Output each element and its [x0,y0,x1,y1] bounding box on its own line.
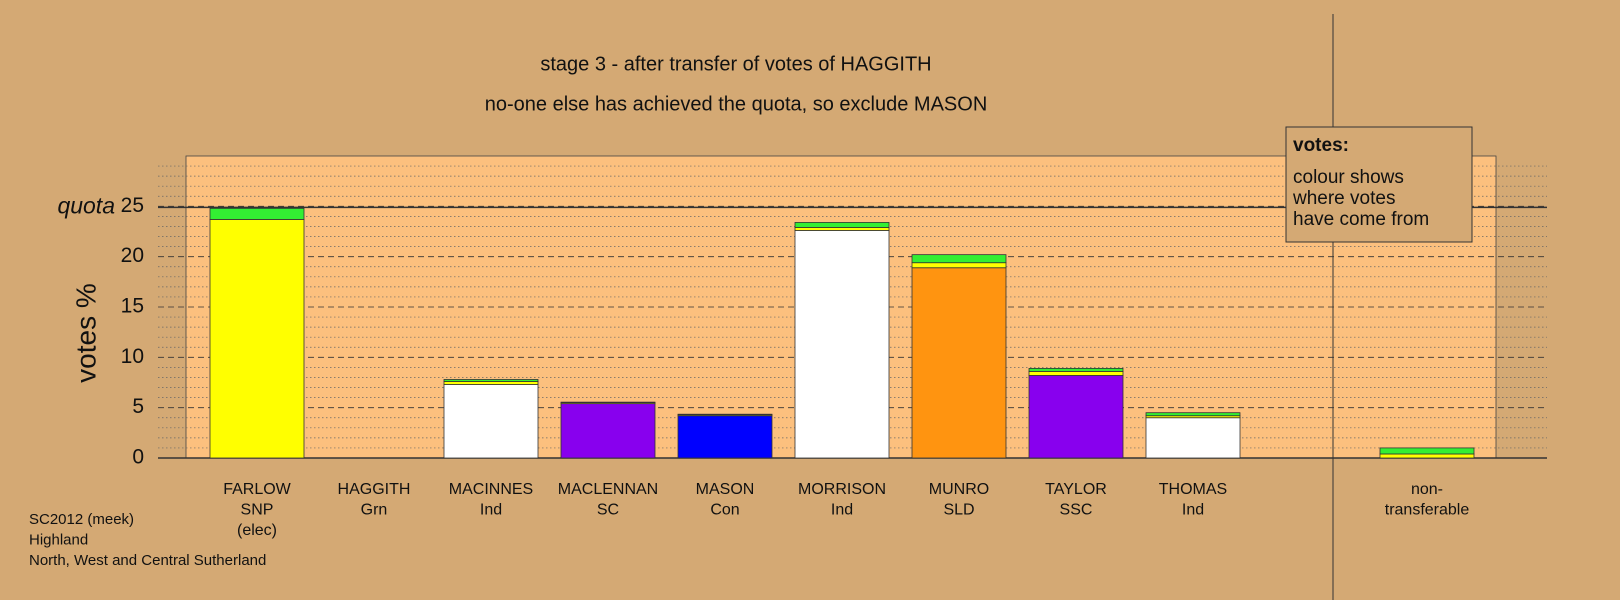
x-tick-label: non- [1411,481,1443,498]
note-text: have come from [1293,209,1429,230]
bar-segment [209,207,305,220]
bar-segment [794,230,890,459]
bar-segment [443,381,539,385]
x-tick-label: Ind [1182,502,1204,519]
x-tick-label: Grn [361,502,388,519]
bar-segment [209,219,305,459]
x-tick-label: Ind [831,502,853,519]
bar-segment [1028,375,1124,459]
x-tick-label: MACLENNAN [558,481,658,498]
bar-segment [1145,417,1241,459]
bar-segment [1379,447,1475,455]
x-tick-label: SC [597,502,619,519]
bar-segment [911,254,1007,264]
chart-subtitle: no-one else has achieved the quota, so e… [485,93,988,115]
quota-label: quota [57,192,115,218]
bar-segment [794,227,890,231]
bar-segment [794,222,890,228]
note-text: colour shows [1293,167,1404,188]
bar-segment [1145,412,1241,417]
x-tick-label: MASON [696,481,755,498]
bar-segment [911,267,1007,459]
bar-segment [560,401,656,404]
bar-segment [1379,453,1475,459]
x-tick-label: (elec) [237,522,277,539]
x-tick-label: MUNRO [929,481,989,498]
x-tick-label: SSC [1060,502,1093,519]
x-tick-label: Con [710,502,739,519]
x-tick-label: transferable [1385,502,1470,519]
y-tick-label: 25 [121,194,144,217]
footnote: SC2012 (meek) [29,511,134,528]
x-tick-label: MORRISON [798,481,886,498]
bar-segment [1028,368,1124,372]
y-tick-label: 10 [121,345,144,368]
x-tick-label: THOMAS [1159,481,1227,498]
chart-title: stage 3 - after transfer of votes of HAG… [540,53,931,75]
y-tick-label: 15 [121,295,144,318]
note-title: votes: [1293,135,1349,156]
x-tick-label: Ind [480,502,502,519]
bar-segment [560,403,656,459]
note-frame [1285,126,1473,243]
bar-segment [677,413,773,416]
x-tick-label: MACINNES [449,481,533,498]
y-tick-label: 5 [132,395,144,418]
x-tick-label: TAYLOR [1045,481,1107,498]
bar-segment [911,262,1007,269]
bar-segment [443,384,539,459]
x-tick-label: SLD [943,502,974,519]
x-tick-label: HAGGITH [338,481,411,498]
footnote: Highland [29,531,88,548]
x-tick-label: SNP [241,502,274,519]
bar-segment [443,379,539,382]
note-text: where votes [1292,188,1395,209]
y-tick-label: 20 [121,244,144,267]
y-tick-label: 0 [132,446,144,469]
footnote: North, West and Central Sutherland [29,552,266,569]
x-tick-label: FARLOW [223,481,291,498]
bar-segment [677,415,773,459]
y-axis-label: votes % [70,283,101,383]
bar-segment [1028,371,1124,376]
